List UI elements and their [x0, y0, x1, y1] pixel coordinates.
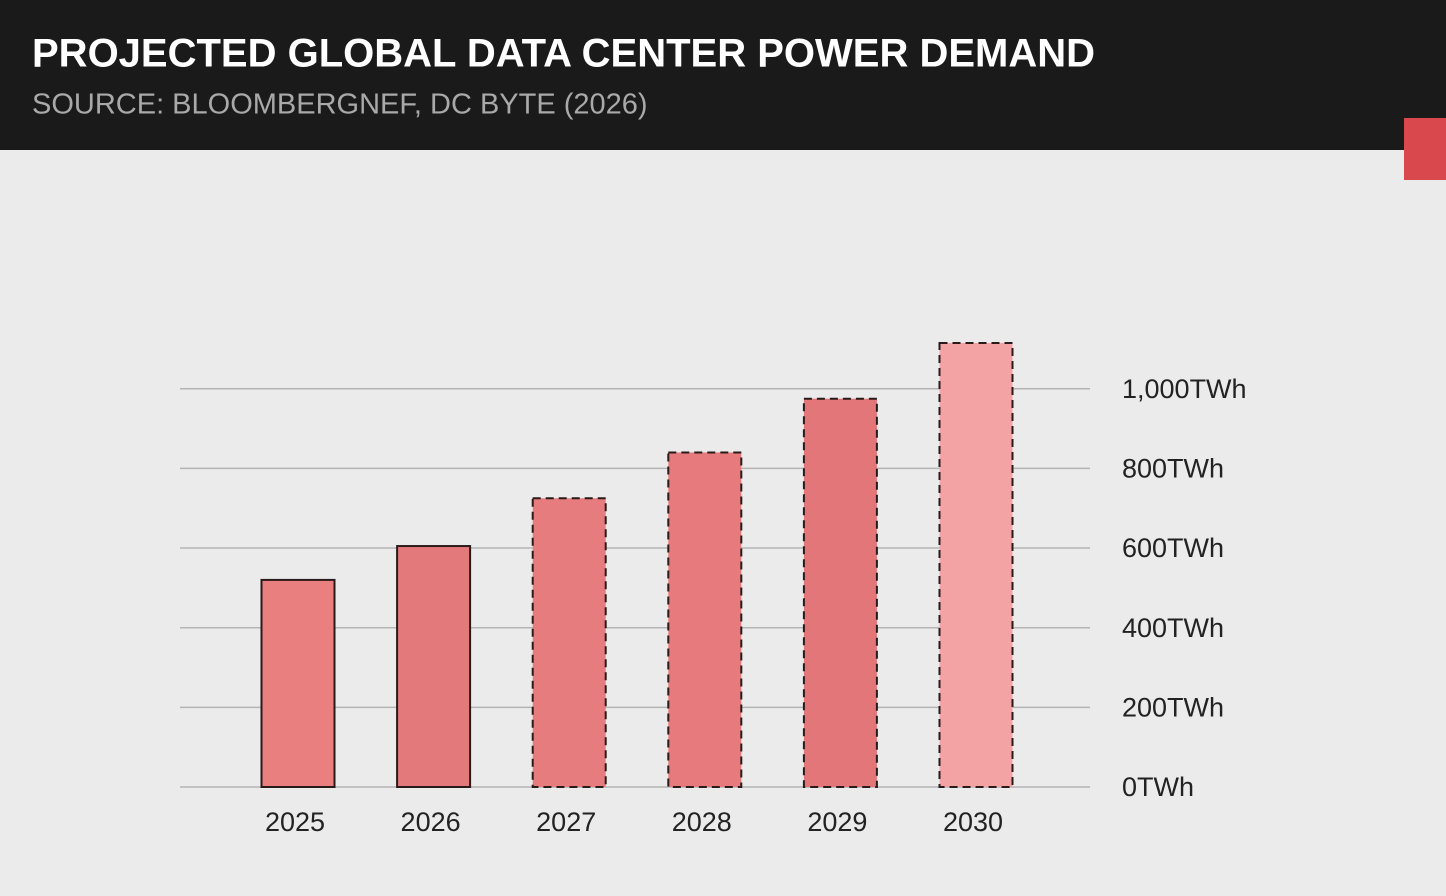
x-tick-label: 2029: [807, 807, 867, 837]
y-tick-label: 600TWh: [1122, 533, 1224, 563]
y-tick-label: 800TWh: [1122, 454, 1224, 484]
x-tick-label: 2027: [536, 807, 596, 837]
chart-subtitle: SOURCE: BLOOMBERGNEF, DC BYTE (2026): [32, 89, 648, 121]
header-band: [0, 0, 1446, 150]
x-tick-label: 2028: [672, 807, 732, 837]
bar: [396, 545, 472, 789]
y-tick-label: 400TWh: [1122, 613, 1224, 643]
y-tick-label: 0TWh: [1122, 772, 1194, 802]
bar: [531, 497, 607, 788]
chart-title: PROJECTED GLOBAL DATA CENTER POWER DEMAN…: [32, 32, 1095, 76]
bar: [938, 341, 1014, 788]
y-tick-label: 200TWh: [1122, 692, 1224, 722]
bar: [667, 451, 743, 788]
x-tick-label: 2026: [401, 807, 461, 837]
x-tick-label: 2030: [943, 807, 1003, 837]
bar: [802, 397, 878, 788]
bar: [260, 578, 336, 789]
x-tick-label: 2025: [265, 807, 325, 837]
accent-square: [1404, 118, 1446, 180]
y-tick-label: 1,000TWh: [1122, 374, 1247, 404]
